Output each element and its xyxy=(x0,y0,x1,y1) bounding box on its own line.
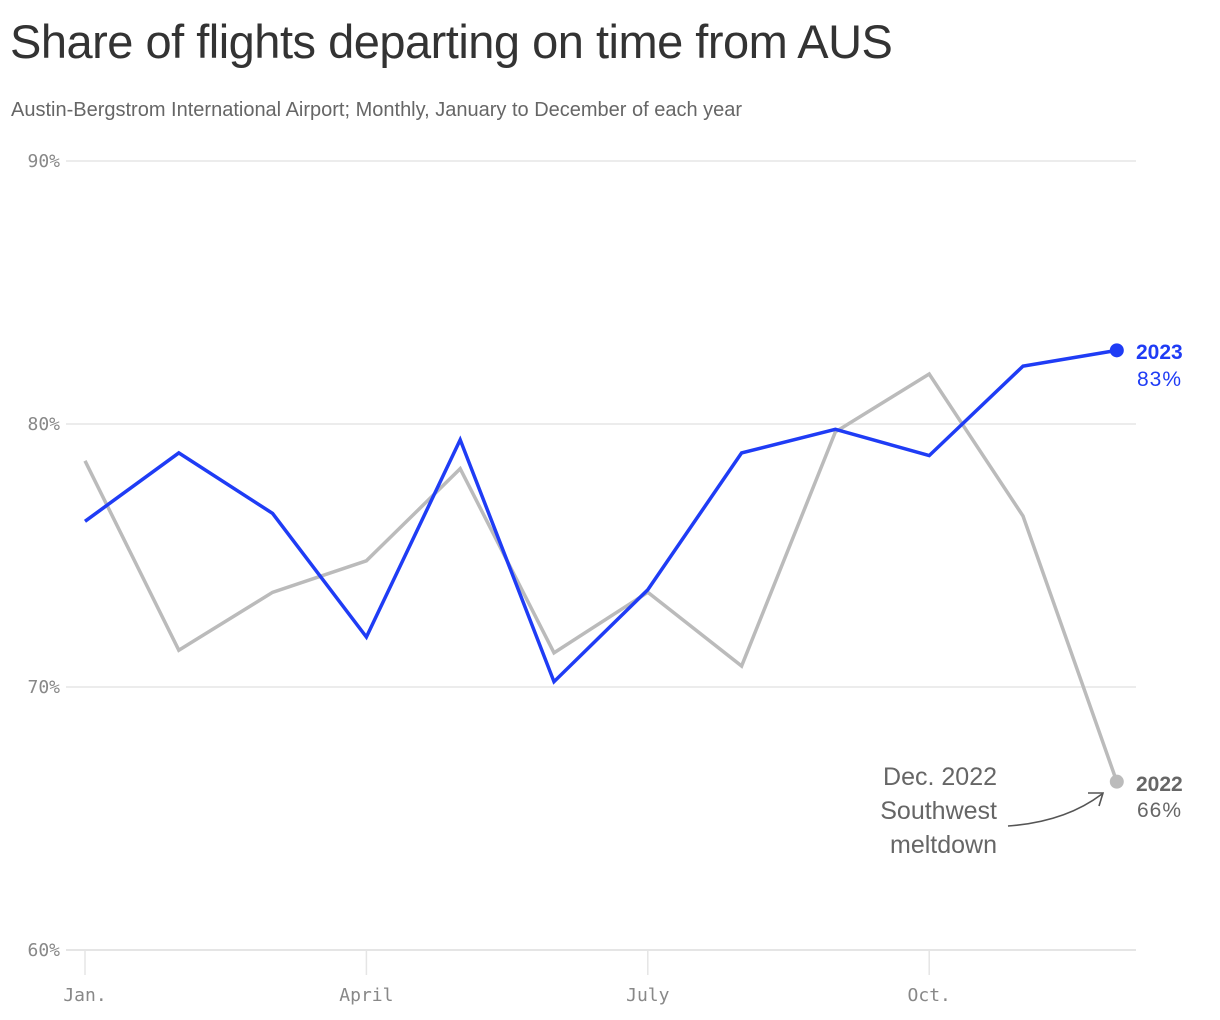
series-2023-line xyxy=(83,348,1118,685)
annotation-arrowhead-icon xyxy=(1088,792,1105,807)
annotation-line-1: Dec. 2022 xyxy=(883,763,997,791)
y-tick-label: 70% xyxy=(27,677,60,698)
series-2022-end-dot xyxy=(1109,774,1124,789)
x-tick-label: Jan. xyxy=(63,985,106,1006)
x-tick-label: July xyxy=(626,985,670,1006)
series-2022-value-label: 66% xyxy=(1137,799,1182,822)
series-2022-year-label: 2022 xyxy=(1136,773,1183,796)
gridlines xyxy=(66,160,1136,951)
annotation-line-3: meltdown xyxy=(890,831,997,859)
chart-title: Share of flights departing on time from … xyxy=(10,15,893,68)
series-2022-line xyxy=(83,371,1119,783)
y-axis-ticks: 90% 80% 70% 60% xyxy=(27,151,60,961)
y-tick-label: 90% xyxy=(27,151,60,172)
annotation-arrow-icon xyxy=(1007,793,1103,827)
series-2023-value-label: 83% xyxy=(1137,368,1182,391)
y-tick-label: 80% xyxy=(27,414,60,435)
x-axis-ticks: Jan. April July Oct. xyxy=(63,950,951,1006)
y-tick-label: 60% xyxy=(27,940,60,961)
x-tick-label: Oct. xyxy=(908,985,951,1006)
annotation-southwest-meltdown: Dec. 2022 Southwest meltdown xyxy=(880,763,1105,859)
series-2023-end-dot xyxy=(1109,343,1124,358)
annotation-line-2: Southwest xyxy=(880,797,997,825)
series-2023-year-label: 2023 xyxy=(1136,341,1183,364)
chart-subtitle: Austin-Bergstrom International Airport; … xyxy=(11,99,743,121)
x-tick-label: April xyxy=(339,985,393,1006)
